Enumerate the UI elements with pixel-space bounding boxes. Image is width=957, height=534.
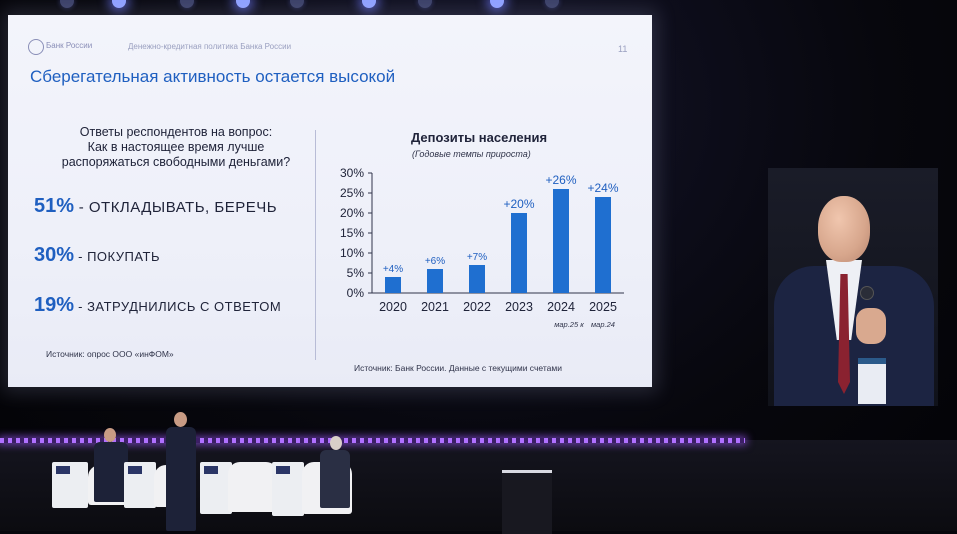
- answer-label: - ПОКУПАТЬ: [74, 249, 160, 264]
- name-plate: [128, 466, 142, 474]
- speaker-tie: [838, 274, 850, 394]
- bar-2025: [595, 197, 611, 293]
- stage-led-strip: [0, 438, 745, 443]
- survey-question: Ответы респондентов на вопрос: Как в нас…: [56, 125, 296, 170]
- slide-title: Сберегательная активность остается высок…: [30, 67, 396, 86]
- moderator-head: [174, 412, 187, 427]
- panel-table: [272, 462, 304, 516]
- bar-2024: [553, 189, 569, 293]
- data-label: +26%: [545, 173, 576, 187]
- bank-name: Банк России: [46, 41, 93, 50]
- answer-percent: 30%: [34, 244, 75, 266]
- projection-screen: Банк России Денежно-кредитная политика Б…: [8, 15, 652, 387]
- armchair: [228, 462, 278, 512]
- bar-2021: [427, 269, 443, 293]
- survey-answer-buy: 30% - ПОКУПАТЬ: [34, 244, 160, 267]
- speaker-head: [818, 196, 870, 262]
- data-label: +6%: [425, 256, 445, 267]
- stage-light: [112, 0, 126, 8]
- speaker-hand: [856, 308, 886, 344]
- x-tick-label: 2022: [463, 300, 491, 314]
- stage-light: [490, 0, 504, 8]
- x-tick-label: 2020: [379, 300, 407, 314]
- y-tick-label: 30%: [340, 166, 364, 180]
- speaker-badge: [858, 358, 886, 404]
- stage-light: [180, 0, 194, 8]
- x-tick-label: 2025: [589, 300, 617, 314]
- stage-light: [362, 0, 376, 8]
- moderator-body: [166, 427, 196, 531]
- survey-answer-save: 51% - ОТКЛАДЫВАТЬ, БЕРЕЧЬ: [34, 195, 277, 218]
- bar-2023: [511, 213, 527, 293]
- slide-header-text: Денежно-кредитная политика Банка России: [128, 42, 292, 51]
- y-tick-label: 5%: [347, 266, 365, 280]
- bar-2022: [469, 265, 485, 293]
- answer-label: - ЗАТРУДНИЛИСЬ С ОТВЕТОМ: [74, 299, 282, 314]
- x-tick-label: 2023: [505, 300, 533, 314]
- speaker-closeup: [768, 168, 938, 406]
- x-tick-label: 2021: [421, 300, 449, 314]
- survey-source: Источник: опрос ООО «инФОМ»: [46, 349, 174, 359]
- slide-page-number: 11: [618, 44, 628, 54]
- y-tick-label: 10%: [340, 246, 364, 260]
- data-label: +24%: [587, 181, 618, 195]
- survey-question-line: распоряжаться свободными деньгами?: [61, 155, 291, 169]
- answer-label: - ОТКЛАДЫВАТЬ, БЕРЕЧЬ: [74, 199, 278, 216]
- stage-light: [545, 0, 559, 8]
- y-tick-label: 15%: [340, 226, 364, 240]
- bank-logo-icon: [28, 39, 44, 55]
- data-label: +20%: [503, 197, 534, 211]
- stage-podium: [502, 470, 552, 534]
- panelist-head: [330, 436, 342, 450]
- slide-divider: [315, 130, 316, 360]
- slide-header: Банк России Денежно-кредитная политика Б…: [8, 15, 652, 55]
- survey-question-line: Как в настоящее время лучше: [87, 140, 265, 154]
- name-plate: [56, 466, 70, 474]
- answer-percent: 19%: [34, 294, 75, 316]
- data-label: +4%: [383, 264, 403, 275]
- stage-light: [60, 0, 74, 8]
- chart-footnote: мар.24: [591, 320, 615, 329]
- chart-title: Депозиты населения: [411, 130, 548, 145]
- answer-percent: 51%: [34, 195, 75, 217]
- panel-table: [200, 462, 232, 514]
- stage-light: [418, 0, 432, 8]
- name-plate: [276, 466, 290, 474]
- stage-light: [290, 0, 304, 8]
- stage-light: [236, 0, 250, 8]
- panelist-body: [94, 442, 128, 502]
- name-plate: [204, 466, 218, 474]
- survey-answer-undecided: 19% - ЗАТРУДНИЛИСЬ С ОТВЕТОМ: [34, 294, 281, 317]
- data-label: +7%: [467, 252, 487, 263]
- deposits-bar-chart: 0% 5% 10% 15% 20% 25% 30% +4% 2020 +6% 2021 +7% 2022…: [340, 166, 624, 329]
- panelist-body: [320, 450, 350, 508]
- chart-footnote: мар.25 к: [554, 320, 584, 329]
- chart-subtitle: (Годовые темпы прироста): [412, 149, 531, 159]
- bar-2020: [385, 277, 401, 293]
- y-tick-label: 25%: [340, 186, 364, 200]
- y-tick-label: 20%: [340, 206, 364, 220]
- y-tick-label: 0%: [347, 286, 365, 300]
- panel-table: [124, 462, 156, 508]
- survey-question-line: Ответы респондентов на вопрос:: [79, 125, 273, 139]
- x-tick-label: 2024: [547, 300, 575, 314]
- panel-table: [52, 462, 88, 508]
- chart-source: Источник: Банк России. Данные с текущими…: [354, 363, 562, 373]
- microphone-icon: [860, 286, 874, 300]
- panelist-head: [104, 428, 116, 442]
